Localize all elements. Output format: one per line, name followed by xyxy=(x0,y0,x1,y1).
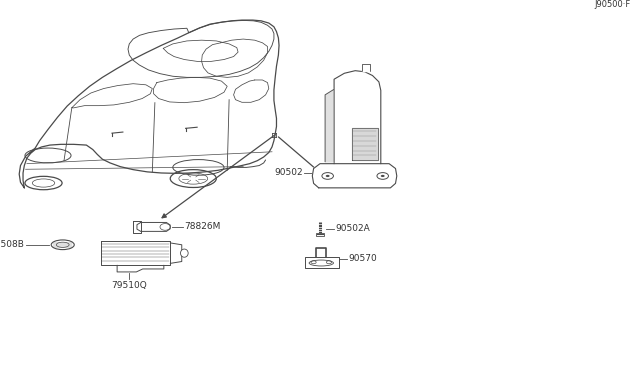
Circle shape xyxy=(326,175,330,177)
Polygon shape xyxy=(325,89,334,162)
Text: 90502: 90502 xyxy=(274,169,303,177)
Polygon shape xyxy=(334,71,381,164)
Text: 79510Q: 79510Q xyxy=(111,281,147,290)
Text: J90500·F: J90500·F xyxy=(594,0,630,9)
Circle shape xyxy=(381,175,385,177)
Text: 90502A: 90502A xyxy=(335,224,370,233)
Text: 90508B: 90508B xyxy=(0,240,24,249)
Circle shape xyxy=(322,173,333,179)
Polygon shape xyxy=(137,222,170,231)
Polygon shape xyxy=(133,221,141,233)
Ellipse shape xyxy=(51,240,74,250)
Text: 90570: 90570 xyxy=(348,254,377,263)
Polygon shape xyxy=(101,241,170,265)
Ellipse shape xyxy=(180,249,188,257)
Ellipse shape xyxy=(309,260,333,266)
Circle shape xyxy=(377,173,388,179)
Text: 78826M: 78826M xyxy=(184,222,221,231)
Polygon shape xyxy=(362,64,370,71)
Bar xyxy=(305,257,339,268)
Polygon shape xyxy=(352,128,378,160)
Bar xyxy=(316,232,324,236)
Polygon shape xyxy=(312,164,397,188)
